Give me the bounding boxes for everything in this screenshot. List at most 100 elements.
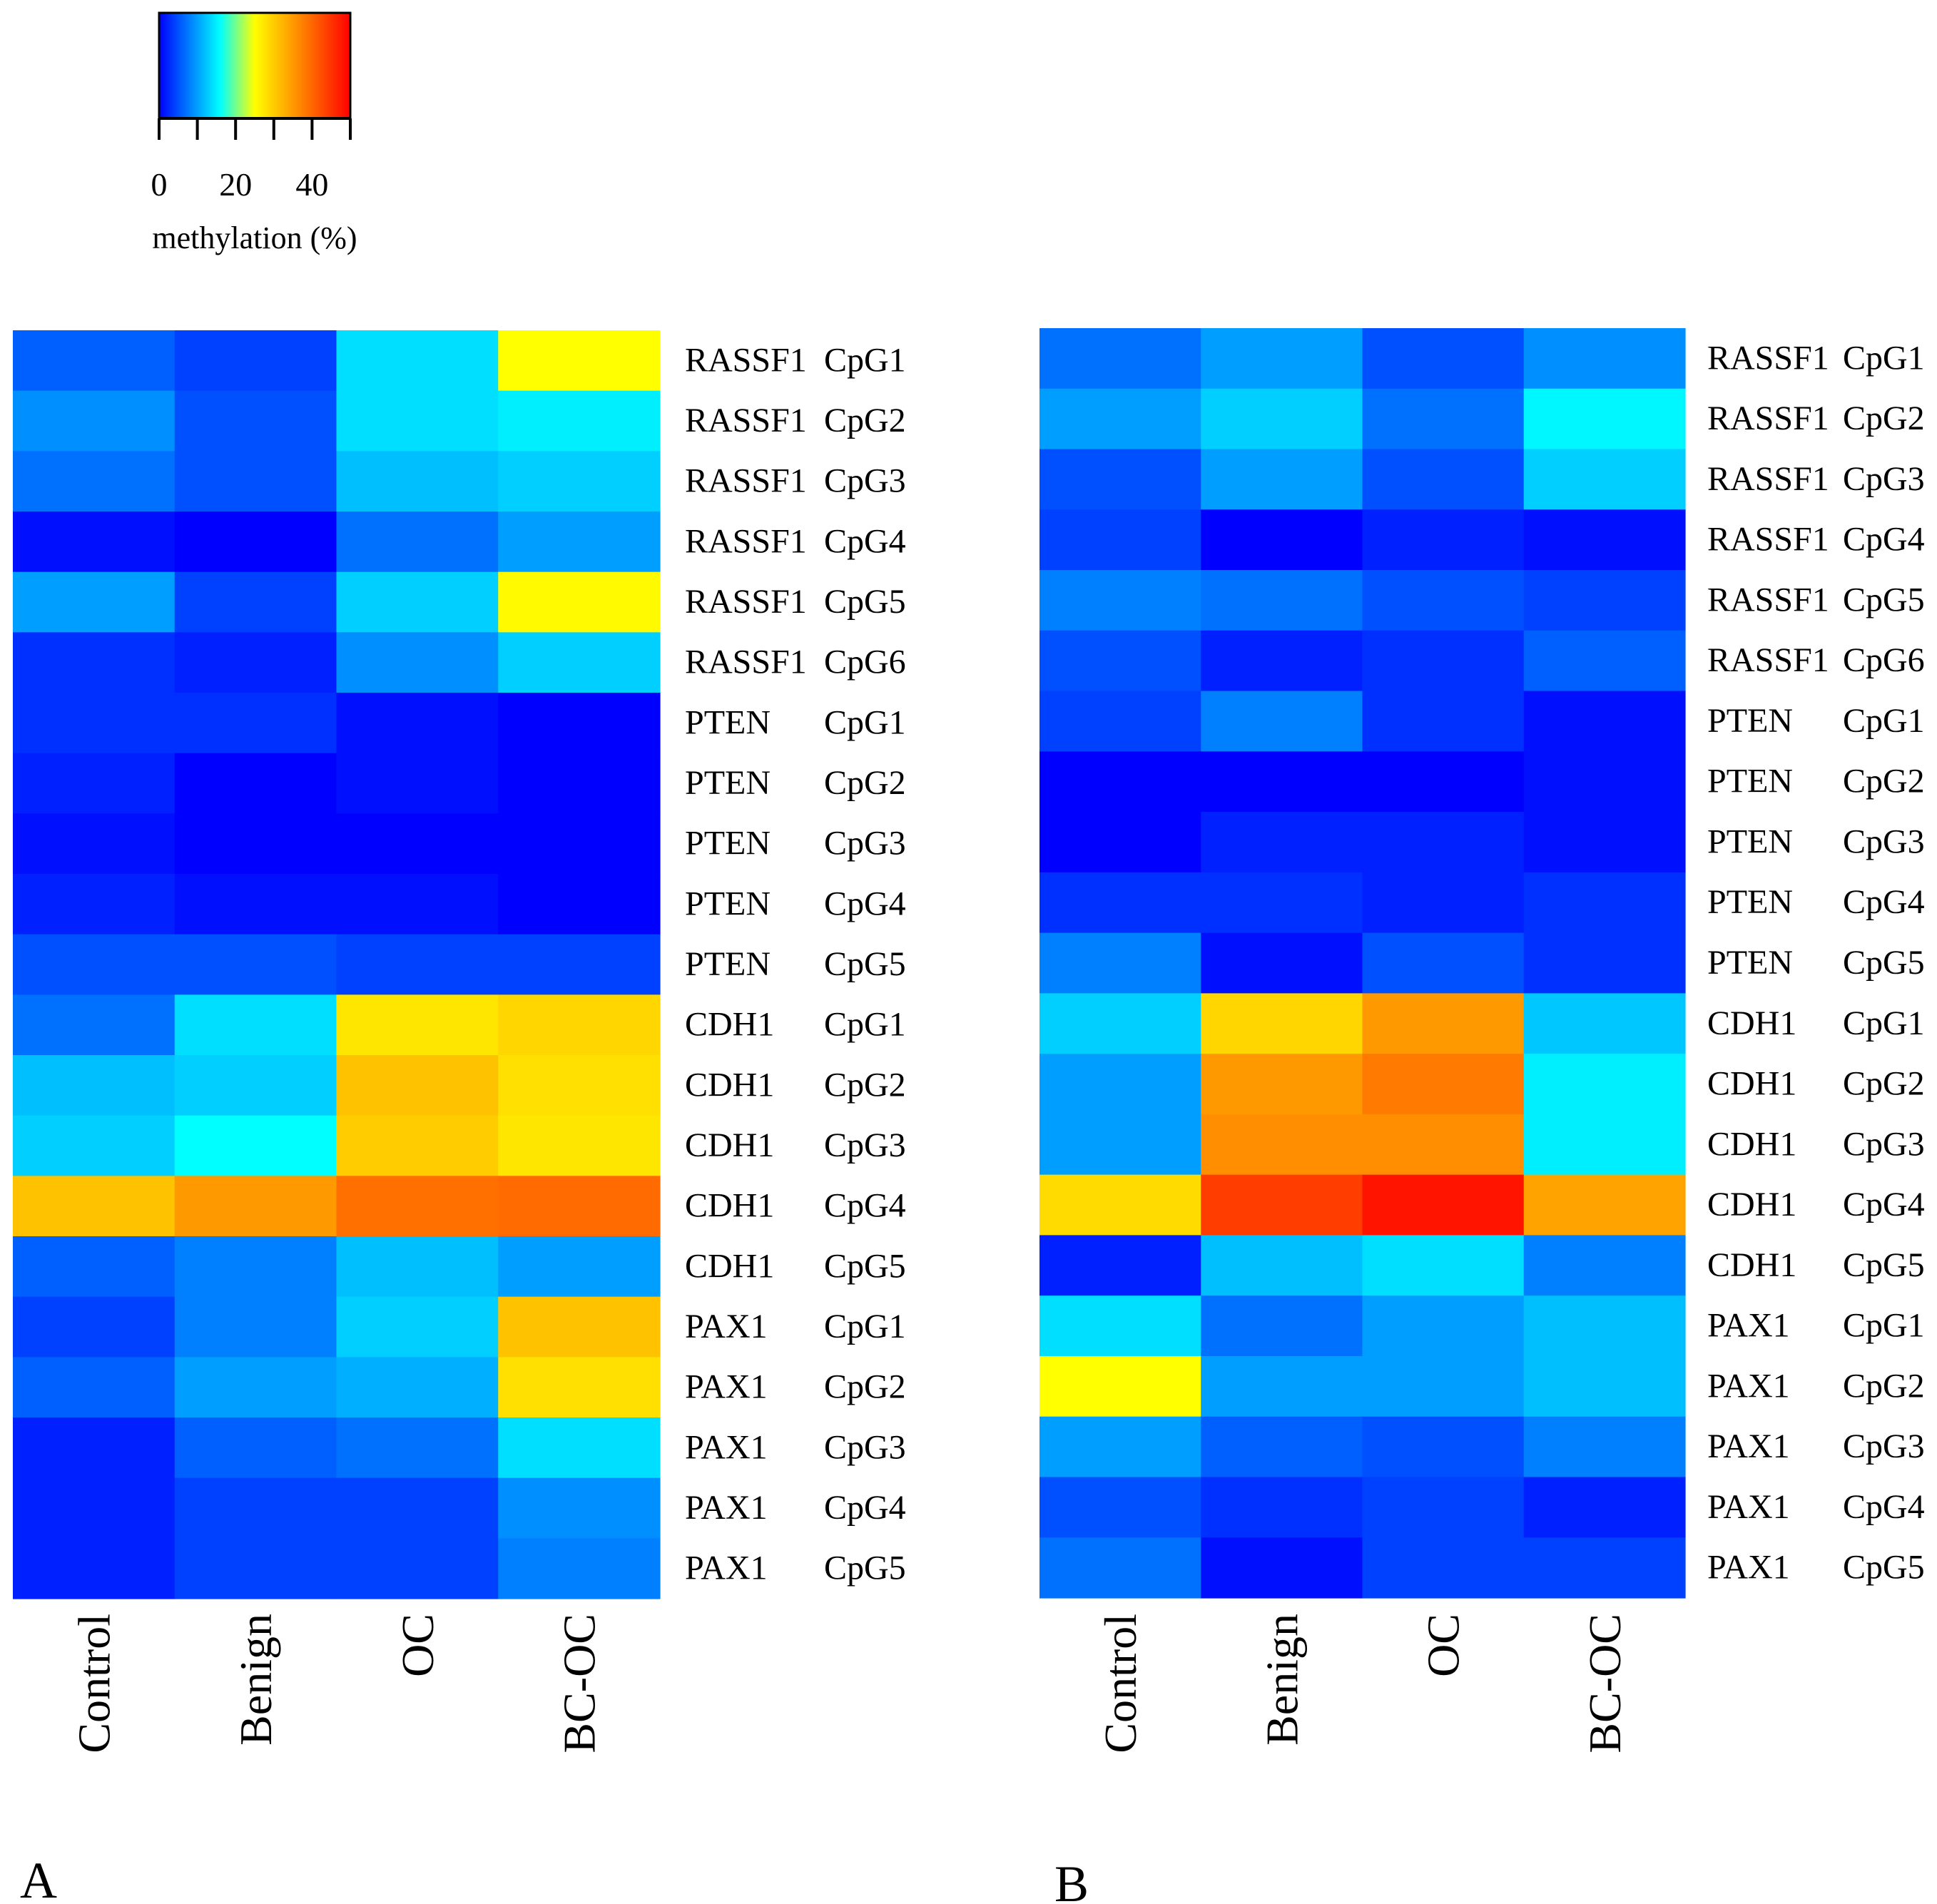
heatmap-cell: [1201, 1054, 1363, 1115]
heatmap-cell: [498, 753, 661, 814]
heatmap-cell: [498, 1417, 661, 1479]
row-label-site: CpG2: [1843, 1367, 1925, 1405]
heatmap-cell: [1201, 1174, 1363, 1236]
heatmap-cell: [498, 1176, 661, 1237]
row-label-gene: PTEN: [685, 885, 771, 922]
heatmap-cell: [1523, 993, 1686, 1054]
row-label-gene: RASSF1: [685, 341, 807, 379]
heatmap-cell: [498, 451, 661, 512]
heatmap-cell: [1523, 388, 1686, 450]
row-label-site: CpG4: [1843, 521, 1925, 559]
heatmap-cell: [1523, 509, 1686, 571]
heatmap-cell: [1201, 872, 1363, 934]
heatmap-cell: [174, 1538, 337, 1599]
heatmap-cell: [13, 1055, 176, 1116]
row-label-site: CpG4: [824, 1187, 906, 1225]
heatmap-panel-b: RASSF1 CpG1 RASSF1 CpG2 RASSF1 CpG3 RASSF1 CpG4…: [1039, 328, 1925, 1904]
row-label-site: CpG2: [824, 764, 906, 802]
heatmap-panel-a: RASSF1 CpG1 RASSF1 CpG2 RASSF1 CpG3 RASSF1 CpG4…: [13, 330, 906, 1904]
heatmap-cell: [13, 1176, 176, 1237]
heatmap-cell: [1523, 751, 1686, 813]
heatmap-cell: [13, 1296, 176, 1358]
heatmap-cell: [13, 1417, 176, 1479]
heatmap-cell: [1201, 388, 1363, 450]
heatmap-cell: [1523, 1477, 1686, 1538]
column-label: Benign: [230, 1614, 281, 1746]
heatmap-cell: [1039, 872, 1201, 934]
row-label-site: CpG1: [1843, 1307, 1925, 1345]
row-label-gene: CDH1: [1707, 1004, 1796, 1042]
heatmap-cell: [1362, 509, 1525, 571]
row-label-gene: RASSF1: [685, 462, 807, 500]
heatmap-cell: [498, 1055, 661, 1116]
heatmap-cell: [1039, 1477, 1201, 1538]
heatmap-cell: [1039, 751, 1201, 813]
heatmap-cell: [13, 451, 176, 512]
row-label-gene: PAX1: [1707, 1427, 1790, 1465]
row-label-gene: PAX1: [685, 1549, 768, 1587]
heatmap-cell: [1201, 1295, 1363, 1357]
heatmap-cell: [1201, 812, 1363, 873]
row-label-site: CpG4: [824, 885, 906, 922]
heatmap-cell: [1523, 1416, 1686, 1478]
heatmap-cell: [498, 994, 661, 1056]
heatmap-cell: [1039, 388, 1201, 450]
row-label-site: CpG3: [824, 462, 906, 500]
heatmap-cell: [174, 1055, 337, 1116]
heatmap-cell: [1039, 509, 1201, 571]
row-label-gene: RASSF1: [1707, 641, 1829, 679]
heatmap-cell: [336, 390, 499, 452]
heatmap-cell: [1039, 812, 1201, 873]
panel-label-b: B: [1054, 1855, 1089, 1904]
heatmap-cell: [1362, 993, 1525, 1054]
row-label-site: CpG2: [1843, 399, 1925, 437]
row-label-site: CpG6: [1843, 641, 1925, 679]
legend-title: methylation (%): [152, 220, 357, 255]
row-label-gene: PTEN: [685, 703, 771, 741]
heatmap-cell: [1039, 449, 1201, 510]
heatmap-cell: [336, 1357, 499, 1418]
panel-label-a: A: [20, 1852, 57, 1904]
heatmap-cell: [1201, 1114, 1363, 1176]
heatmap-cell: [1201, 328, 1363, 390]
row-label-gene: RASSF1: [1707, 399, 1829, 437]
heatmap-cell: [174, 1417, 337, 1479]
heatmap-cell: [174, 1176, 337, 1237]
row-label-gene: PTEN: [685, 825, 771, 862]
heatmap-cell: [174, 1296, 337, 1358]
heatmap-cell: [336, 451, 499, 512]
heatmap-cell: [1201, 1477, 1363, 1538]
row-label-site: CpG3: [824, 1126, 906, 1164]
heatmap-cell: [498, 571, 661, 633]
heatmap-cell: [1523, 1174, 1686, 1236]
column-labels: Control Benign OC BC-OC: [68, 1614, 604, 1753]
heatmap-cell: [336, 693, 499, 754]
heatmap-cell: [1201, 1235, 1363, 1296]
heatmap-cell: [336, 1417, 499, 1479]
heatmap-cell: [1362, 630, 1525, 692]
row-label-site: CpG5: [824, 583, 906, 621]
row-label-gene: RASSF1: [1707, 521, 1829, 559]
row-label-gene: CDH1: [685, 1066, 774, 1104]
heatmap-cell: [1362, 449, 1525, 510]
row-label-site: CpG3: [824, 1428, 906, 1466]
heatmap-cell: [1039, 993, 1201, 1054]
row-labels: RASSF1 CpG1 RASSF1 CpG2 RASSF1 CpG3 RASSF1 CpG4…: [685, 341, 906, 1587]
heatmap-cell: [1201, 993, 1363, 1054]
heatmap-cell: [13, 1357, 176, 1418]
heatmap-cell: [336, 1115, 499, 1176]
heatmap-cell: [174, 390, 337, 452]
heatmap-cell: [1362, 932, 1525, 994]
column-label: BC-OC: [1580, 1614, 1630, 1753]
row-label-gene: RASSF1: [1707, 339, 1829, 377]
column-label: BC-OC: [554, 1614, 605, 1753]
heatmap-cell: [174, 1236, 337, 1298]
row-label-site: CpG2: [1843, 1065, 1925, 1103]
heatmap-cell: [1039, 570, 1201, 631]
heatmap-cell: [1523, 1114, 1686, 1176]
heatmap-cell: [1039, 1174, 1201, 1236]
heatmap-cell: [1201, 630, 1363, 692]
row-label-site: CpG1: [824, 703, 906, 741]
heatmap-cell: [336, 994, 499, 1056]
heatmap-cells: [1039, 328, 1686, 1599]
